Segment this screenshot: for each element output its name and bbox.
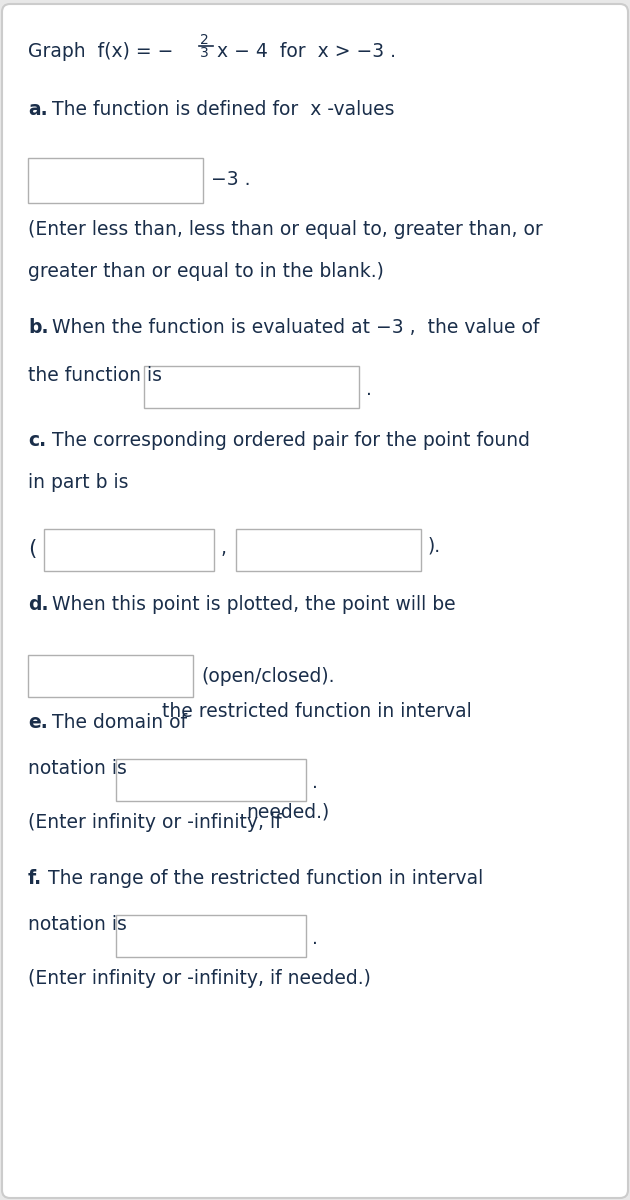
Text: (Enter less than, less than or equal to, greater than, or: (Enter less than, less than or equal to,… [28, 220, 543, 239]
Text: The function is defined for  x -values: The function is defined for x -values [52, 100, 394, 119]
Text: ,: , [221, 539, 227, 558]
Text: x − 4  for  x > −3 .: x − 4 for x > −3 . [217, 42, 396, 61]
Text: When this point is plotted, the point will be: When this point is plotted, the point wi… [52, 595, 455, 614]
FancyBboxPatch shape [236, 529, 421, 571]
Text: The domain of: The domain of [52, 713, 187, 732]
FancyBboxPatch shape [116, 758, 306, 802]
Text: the restricted function in interval: the restricted function in interval [162, 702, 472, 721]
Text: notation is: notation is [28, 758, 127, 778]
Text: .: . [312, 929, 318, 948]
Text: needed.): needed.) [246, 802, 329, 821]
Text: ).: ). [428, 538, 441, 556]
FancyBboxPatch shape [2, 4, 628, 1198]
Text: e.: e. [28, 713, 48, 732]
Text: (Enter infinity or -infinity, if needed.): (Enter infinity or -infinity, if needed.… [28, 970, 371, 988]
FancyBboxPatch shape [144, 366, 359, 408]
FancyBboxPatch shape [116, 914, 306, 958]
Text: d.: d. [28, 595, 49, 614]
FancyBboxPatch shape [28, 158, 203, 203]
Text: notation is: notation is [28, 914, 127, 934]
FancyBboxPatch shape [28, 655, 193, 697]
Text: 3: 3 [200, 46, 209, 60]
Text: When the function is evaluated at −3 ,  the value of: When the function is evaluated at −3 , t… [52, 318, 539, 337]
FancyBboxPatch shape [44, 529, 214, 571]
Text: (: ( [28, 539, 37, 559]
Text: the function is: the function is [28, 366, 162, 385]
Text: f.: f. [28, 869, 42, 888]
Text: c.: c. [28, 431, 46, 450]
Text: .: . [312, 773, 318, 792]
Text: (Enter infinity or -infinity, if: (Enter infinity or -infinity, if [28, 814, 282, 832]
Text: The corresponding ordered pair for the point found: The corresponding ordered pair for the p… [52, 431, 530, 450]
Text: in part b is: in part b is [28, 473, 129, 492]
Text: 2: 2 [200, 32, 209, 47]
Text: greater than or equal to in the blank.): greater than or equal to in the blank.) [28, 262, 384, 281]
Text: a.: a. [28, 100, 48, 119]
Text: (open/closed).: (open/closed). [201, 667, 335, 686]
Text: −3 .: −3 . [211, 170, 251, 188]
Text: The range of the restricted function in interval: The range of the restricted function in … [48, 869, 483, 888]
Text: b.: b. [28, 318, 49, 337]
Text: Graph  f(x) = −: Graph f(x) = − [28, 42, 173, 61]
Text: .: . [366, 380, 372, 398]
